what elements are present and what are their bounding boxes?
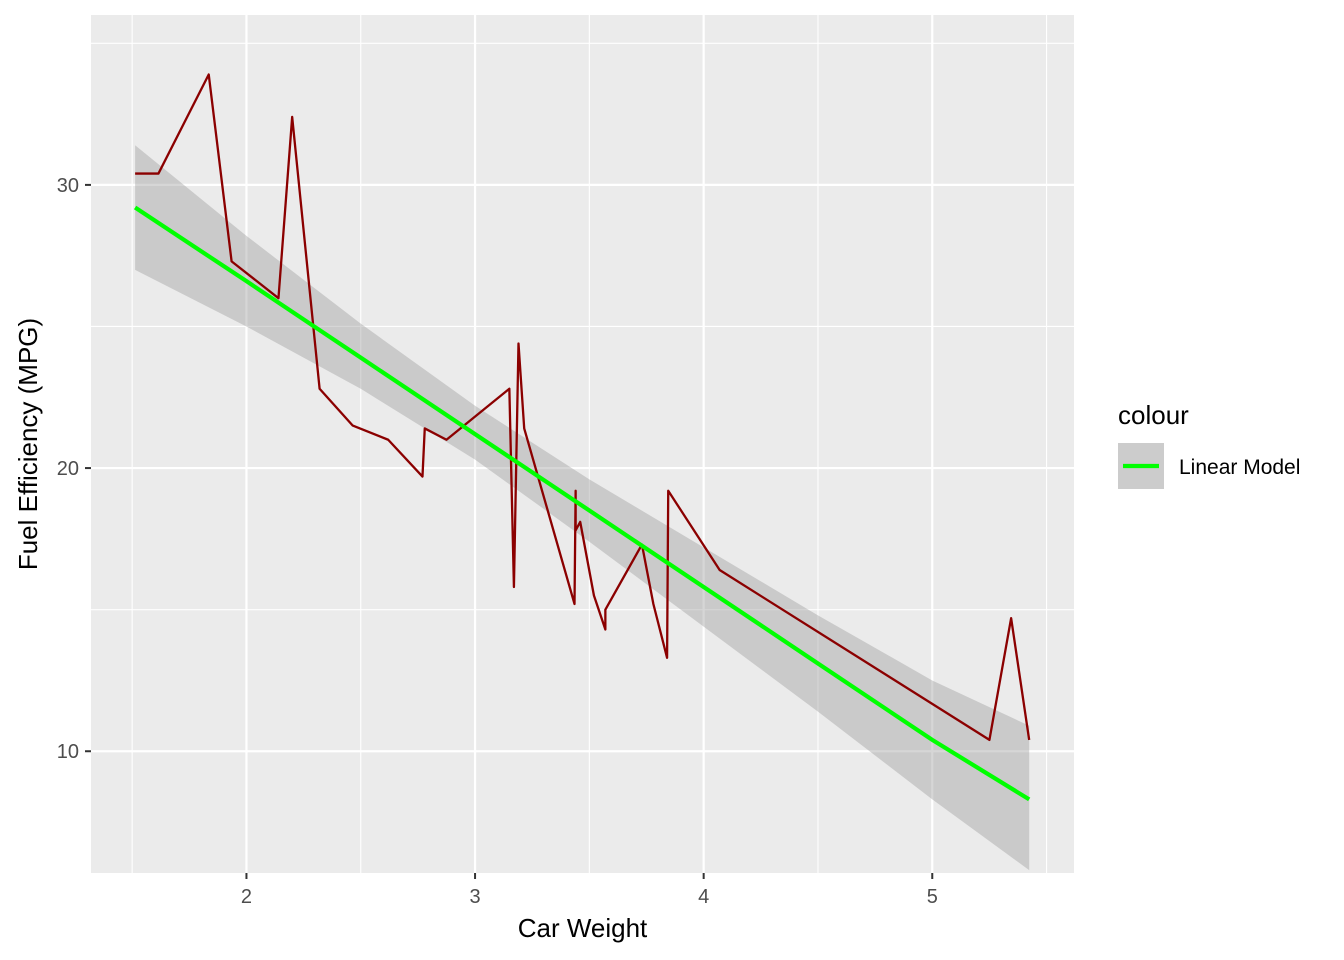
x-axis: 2 3 4 5 [241,873,938,908]
y-axis-title: Fuel Efficiency (MPG) [13,318,43,570]
data-line [135,73,1031,742]
y-tick-label: 30 [57,175,79,197]
y-axis: 10 20 30 [57,175,91,763]
x-tick-label: 4 [698,886,709,908]
y-tick-label: 10 [57,741,79,763]
minor-gridlines [91,15,1074,873]
legend-label: Linear Model [1179,456,1300,479]
y-tick-label: 20 [57,458,79,480]
x-axis-title: Car Weight [518,913,648,943]
plot-panel [91,15,1074,873]
legend-title: colour [1118,400,1189,430]
data-line-layer [135,73,1031,742]
x-tick-label: 5 [927,886,938,908]
legend: colour Linear Model [1118,400,1300,489]
x-tick-label: 2 [241,886,252,908]
fit-line-layer [133,205,1031,802]
major-gridlines [91,15,1074,873]
x-tick-label: 3 [469,886,480,908]
linear-model-line [133,205,1031,802]
